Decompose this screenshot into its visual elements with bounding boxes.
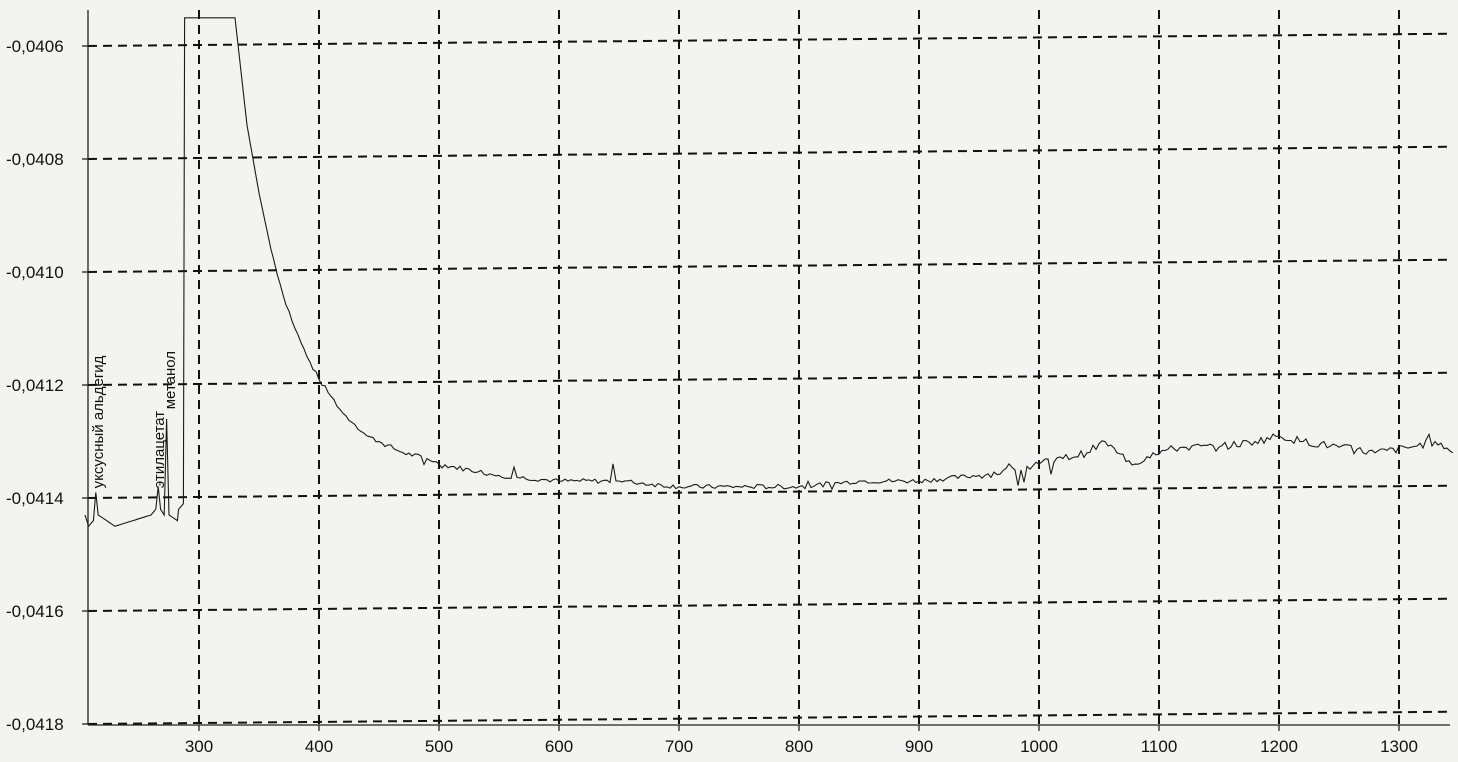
y-tick-label: -0,0416 <box>6 602 64 621</box>
series-layer <box>84 17 1454 528</box>
tick-layer: 300 400 500 600 700 800 900 1000 1100 1200 1300 -0,… <box>6 37 1418 756</box>
y-tick-label: -0,0410 <box>6 263 64 282</box>
x-tick-label: 1100 <box>1141 737 1178 756</box>
x-tick-label: 300 <box>185 737 213 756</box>
x-tick-label: 1300 <box>1380 737 1418 756</box>
y-gridline <box>87 145 1451 160</box>
axis-layer <box>87 10 1450 726</box>
y-gridline <box>87 32 1451 47</box>
x-tick-label: 800 <box>785 737 813 756</box>
y-tick-label: -0,0414 <box>6 489 64 508</box>
y-gridline <box>87 371 1451 386</box>
x-tick-label: 500 <box>425 737 453 756</box>
peak-annotation: этилацетат <box>151 411 168 489</box>
y-gridline <box>87 710 1451 725</box>
signal-trace <box>84 17 1454 528</box>
peak-annotation: уксусный альдегид <box>90 355 107 488</box>
grid-layer <box>87 10 1451 725</box>
x-tick-label: 400 <box>305 737 333 756</box>
x-tick-label: 600 <box>545 737 573 756</box>
y-gridline <box>87 258 1451 273</box>
annotation-layer: уксусный альдегид этилацетат метанол <box>90 351 179 488</box>
y-gridline <box>87 597 1451 612</box>
y-tick-label: -0,0408 <box>6 150 64 169</box>
y-gridline <box>87 484 1451 499</box>
x-tick-label: 1000 <box>1020 737 1058 756</box>
x-tick-label: 700 <box>665 737 693 756</box>
x-tick-label: 900 <box>905 737 933 756</box>
y-tick-label: -0,0406 <box>6 37 64 56</box>
y-tick-label: -0,0412 <box>6 376 64 395</box>
peak-annotation: метанол <box>162 351 179 409</box>
x-tick-label: 1200 <box>1260 737 1298 756</box>
y-tick-label: -0,0418 <box>6 715 64 734</box>
